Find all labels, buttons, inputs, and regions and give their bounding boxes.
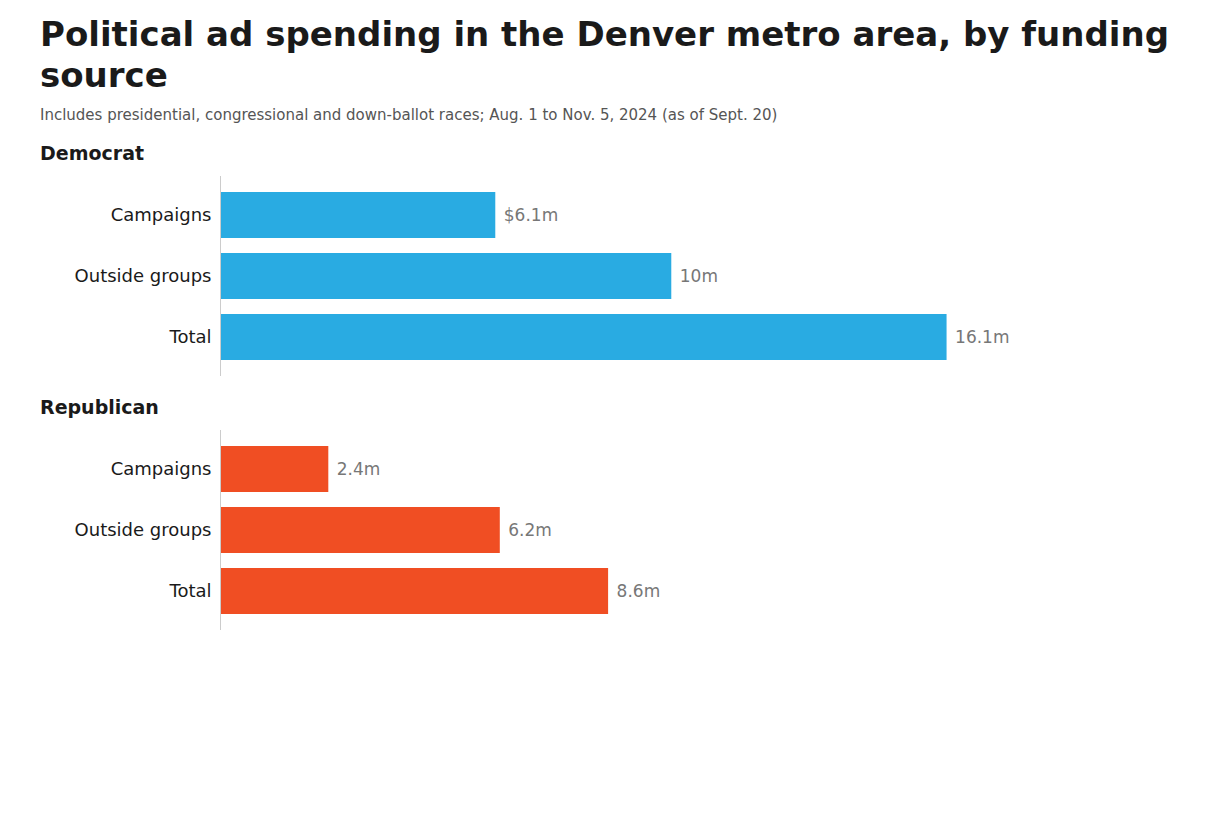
svg-text:Campaigns: Campaigns <box>111 204 212 225</box>
svg-text:$6.1m: $6.1m <box>504 205 558 225</box>
html-text:Republican: Republican <box>40 395 159 418</box>
html-text:Political ad spending in the D: Political ad spending in the Denver metr… <box>40 14 1169 95</box>
html-text:Includes presidential, congres: Includes presidential, congressional and… <box>40 105 778 124</box>
html-text:Democrat: Democrat <box>40 141 144 164</box>
svg-text:10m: 10m <box>680 266 718 286</box>
svg-text:Outside groups: Outside groups <box>75 265 212 286</box>
svg-text:Total: Total <box>168 326 211 347</box>
svg-text:16.1m: 16.1m <box>955 327 1009 347</box>
svg-text:Campaigns: Campaigns <box>111 458 212 479</box>
svg-text:2.4m: 2.4m <box>337 459 381 479</box>
svg-text:8.6m: 8.6m <box>617 581 661 601</box>
svg-text:6.2m: 6.2m <box>508 520 552 540</box>
svg-text:Total: Total <box>168 580 211 601</box>
svg-text:Outside groups: Outside groups <box>75 519 212 540</box>
